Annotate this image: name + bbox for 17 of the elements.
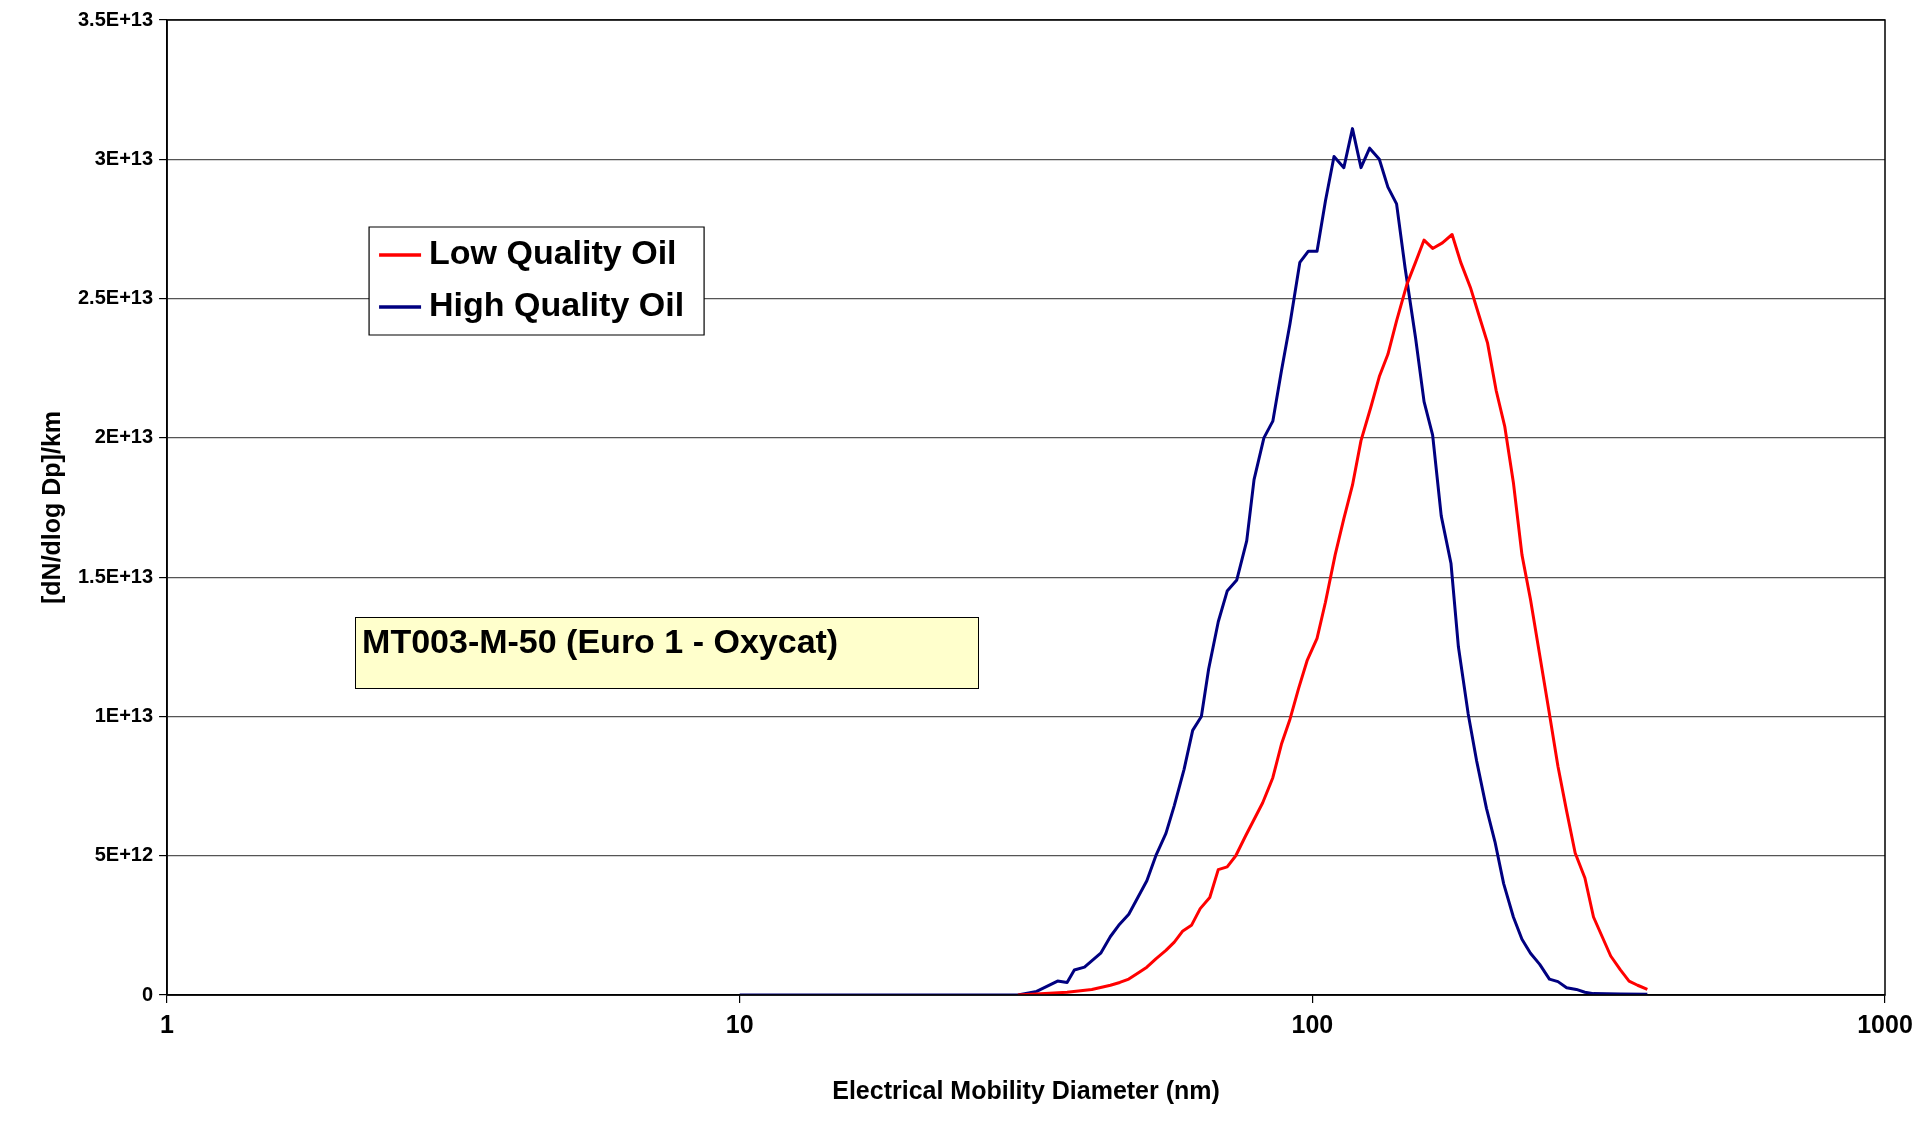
x-tick-label: 1 — [160, 1009, 175, 1038]
y-tick-label: 2E+13 — [94, 425, 154, 448]
text-box: MT003-M-50 (Euro 1 - Oxycat) — [355, 617, 980, 689]
x-tick-label: 100 — [1291, 1009, 1334, 1038]
y-tick-label: 3E+13 — [94, 146, 154, 169]
legend-label: High Quality Oil — [429, 285, 685, 324]
y-tick-label: 1E+13 — [94, 703, 154, 726]
y-axis-title: [dN/dlog Dp]/km — [36, 410, 65, 605]
y-tick-label: 2.5E+13 — [77, 286, 154, 309]
y-tick-label: 0 — [141, 982, 154, 1005]
y-tick-label: 5E+12 — [94, 843, 154, 866]
x-tick-label: 10 — [725, 1009, 754, 1038]
legend-label: Low Quality Oil — [429, 233, 677, 272]
y-tick-label: 1.5E+13 — [77, 564, 154, 587]
y-tick-label: 3.5E+13 — [77, 7, 154, 30]
x-axis-title: Electrical Mobility Diameter (nm) — [832, 1075, 1220, 1104]
x-tick-label: 1000 — [1857, 1009, 1913, 1038]
